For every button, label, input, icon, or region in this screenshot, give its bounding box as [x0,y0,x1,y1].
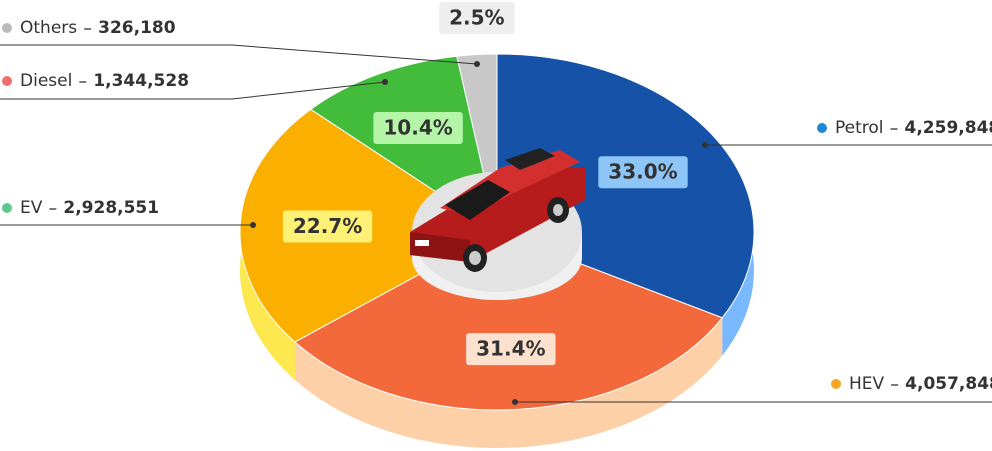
car-rear-window [505,148,555,170]
legend-count: 4,057,848 [905,374,992,394]
legend-marker [831,379,841,389]
percent-label: 31.4% [476,337,545,361]
car-body [410,165,585,262]
legend-count: 1,344,528 [93,71,189,91]
leader-line [0,44,478,65]
percent-label: 10.4% [383,116,452,140]
percent-label-bg [373,112,463,145]
slice-side [294,317,723,448]
legend-count: 326,180 [98,18,176,38]
leader-dot [474,61,480,67]
leader-dot [702,142,708,148]
car-hub [469,251,481,265]
car-headlight [415,240,429,246]
leader-dot [382,79,388,85]
annotations: 33.0% 31.4% 22.7% 10.4% 2.5% Petrol 4,259,848 H… [0,2,992,405]
percent-label: 33.0% [608,160,677,184]
legend-label: EV [20,198,43,218]
legend-marker [817,123,827,133]
leader-line [0,81,386,100]
percent-label: 22.7% [293,214,362,238]
percent-label-bg [439,2,515,34]
legend-marker [2,76,12,86]
legend-label: Others [20,18,77,38]
car-illustration [410,148,585,272]
leader-dot [250,222,256,228]
legend-label: Diesel [20,71,72,91]
car-windshield [445,180,510,220]
legend-marker [2,23,12,33]
car-front [410,232,470,262]
percent-label: 2.5% [449,6,504,30]
legend-marker [2,203,12,213]
percent-label-bg [282,210,373,243]
car-hub [553,204,563,216]
legend-label: HEV [849,374,885,394]
slice [294,231,724,411]
percent-label-bg [598,156,688,189]
legend-label: Petrol [835,118,884,138]
leader-dot [512,399,518,405]
legend-count: 2,928,551 [63,198,159,218]
percent-label-bg [466,333,556,366]
legend-count: 4,259,848 [905,118,992,138]
